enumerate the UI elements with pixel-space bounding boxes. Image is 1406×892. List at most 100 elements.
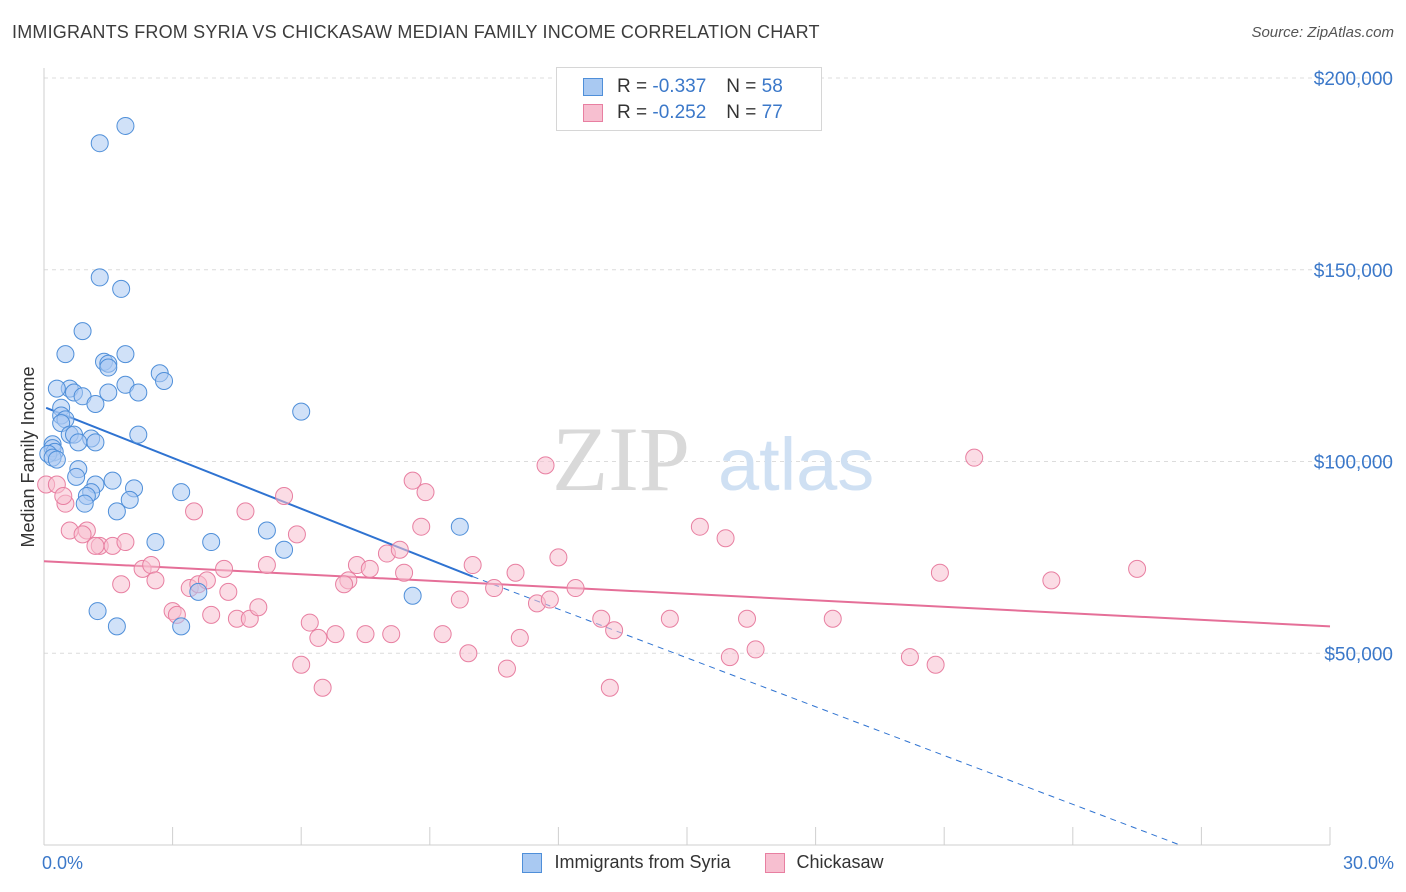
syria-point [86,433,105,452]
syria-point [257,521,276,540]
correlation-legend: R = -0.337 N = 58 R = -0.252 N = 77 [556,67,822,131]
syria-point [120,490,139,509]
syria-point [292,402,311,421]
chickasaw-point [116,533,135,552]
syria-point [56,345,75,364]
source-label: Source: ZipAtlas.com [1251,24,1394,41]
syria-point [67,467,86,486]
syria-swatch [583,78,603,96]
chickasaw-swatch [583,104,603,122]
chickasaw-point [236,502,255,521]
legend-row-syria: R = -0.337 N = 58 [583,75,783,99]
legend-label-syria: Immigrants from Syria [554,852,731,872]
syria-point [129,383,148,402]
chickasaw-point [142,556,161,575]
chickasaw-point [54,487,73,506]
chickasaw-point [390,540,409,559]
chickasaw-point [403,471,422,490]
grid-lines [44,77,1395,654]
n-value: 58 [761,76,783,97]
chickasaw-trend-line [43,560,1331,628]
chickasaw-point [292,655,311,674]
chickasaw-point [549,548,568,567]
chickasaw-point [412,517,431,536]
syria-point [172,483,191,502]
chickasaw-point [600,678,619,697]
y-tick-label: $200,000 [1314,69,1393,90]
syria-point [47,379,66,398]
syria-point [116,116,135,135]
r-value: -0.337 [652,76,707,97]
n-label: N = [726,76,757,97]
syria-point [450,517,469,536]
chickasaw-point [202,605,221,624]
chickasaw-point [360,559,379,578]
syria-point [403,586,422,605]
y-tick-label: $100,000 [1314,453,1393,474]
syria-point [116,345,135,364]
chickasaw-point [219,582,238,601]
chickasaw-point [257,556,276,575]
chickasaw-point [690,517,709,536]
syria-point [69,433,88,452]
syria-point [202,533,221,552]
syria-point [90,268,109,287]
syria-point [99,358,118,377]
chickasaw-point [249,598,268,617]
chickasaw-point [605,621,624,640]
chickasaw-point [510,628,529,647]
n-label: N = [726,102,757,123]
chickasaw-point [416,483,435,502]
chickasaw-point [326,625,345,644]
syria-point [112,279,131,298]
chickasaw-point [450,590,469,609]
chart-title: IMMIGRANTS FROM SYRIA VS CHICKASAW MEDIA… [12,22,820,42]
chickasaw-point [930,563,949,582]
watermark-atlas: atlas [718,423,874,506]
chickasaw-point [309,628,328,647]
chickasaw-point [536,456,555,475]
chickasaw-point [459,644,478,663]
y-axis-label: Median Family Income [18,366,38,547]
syria-point [146,533,165,552]
y-tick-label: $50,000 [1324,644,1393,665]
syria-point [103,471,122,490]
legend-item-chickasaw[interactable]: Chickasaw [764,852,884,873]
series-legend: Immigrants from Syria Chickasaw [0,852,1406,873]
chickasaw-point [86,536,105,555]
axis-labels: $50,000 $100,000 $150,000 $200,000 0.0% 30.0%… [18,69,1394,873]
watermark-zip: ZIP [552,408,690,510]
chickasaw-point [720,648,739,667]
syria-point [155,371,174,390]
syria-point [73,322,92,341]
r-label: R = [617,102,648,123]
chickasaw-point [300,613,319,632]
chickasaw-point [485,579,504,598]
chickasaw-point [73,525,92,544]
chickasaw-point [287,525,306,544]
syria-point [86,394,105,413]
chickasaw-point [1128,559,1147,578]
chickasaw-point [112,575,131,594]
syria-point [88,602,107,621]
watermark: ZIP atlas [552,408,874,510]
chickasaw-point [1042,571,1061,590]
legend-item-syria[interactable]: Immigrants from Syria [522,852,731,873]
chickasaw-legend-swatch [764,852,785,873]
chickasaw-point [746,640,765,659]
syria-legend-swatch [522,852,543,873]
chickasaw-point [215,559,234,578]
y-tick-label: $150,000 [1314,261,1393,282]
syria-point [99,383,118,402]
syria-point [75,494,94,513]
chickasaw-point [823,609,842,628]
legend-row-chickasaw: R = -0.252 N = 77 [583,101,783,125]
x-tick-label: 30.0% [1343,853,1394,873]
legend-label-chickasaw: Chickasaw [796,852,884,872]
chickasaw-point [185,502,204,521]
chickasaw-point [395,563,414,582]
chickasaw-point [313,678,332,697]
chickasaw-point [965,448,984,467]
syria-point [107,617,126,636]
